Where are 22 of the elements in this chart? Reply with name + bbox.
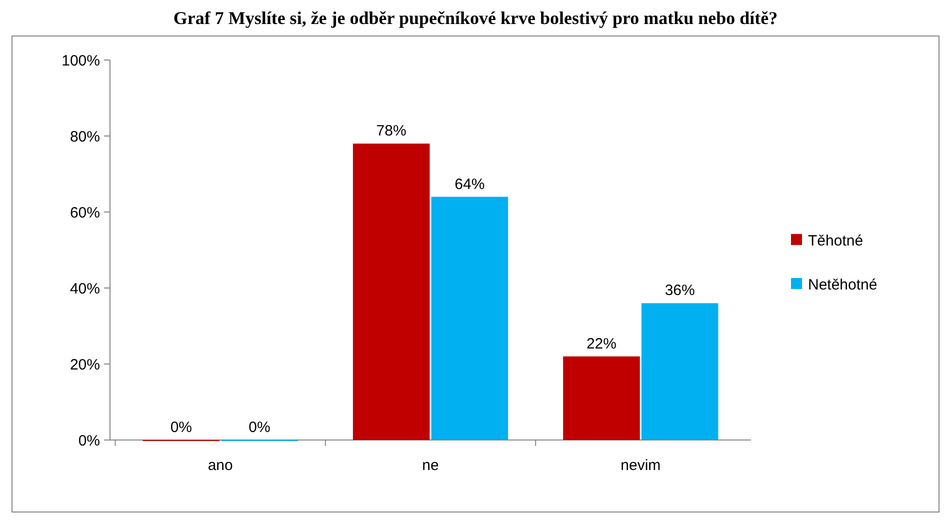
x-tick-label: ano <box>208 457 233 474</box>
bar <box>641 303 718 440</box>
data-label: 36% <box>664 282 695 300</box>
y-tick-label: 40% <box>70 280 100 298</box>
y-tick-label: 0% <box>78 432 100 450</box>
data-label: 0% <box>248 419 270 436</box>
legend-label: Netěhotné <box>808 276 878 294</box>
legend-label: Těhotné <box>808 232 864 250</box>
bar <box>352 144 430 440</box>
y-tick-label: 20% <box>70 356 100 374</box>
data-label: 0% <box>170 419 192 436</box>
data-label: 64% <box>454 176 485 193</box>
bar <box>563 356 640 440</box>
chart-title: Graf 7 Myslíte si, že je odběr pupečníkové krve bolestivý pro matku nebo dítě? <box>173 8 778 28</box>
x-tick-label: ne <box>422 457 439 474</box>
bar <box>431 196 508 440</box>
x-tick-label: nevim <box>620 457 661 474</box>
y-tick-label: 60% <box>70 204 100 222</box>
y-tick-label: 100% <box>62 52 100 70</box>
y-tick-label: 80% <box>70 128 100 146</box>
data-label: 22% <box>586 335 617 352</box>
data-label: 78% <box>376 122 406 140</box>
